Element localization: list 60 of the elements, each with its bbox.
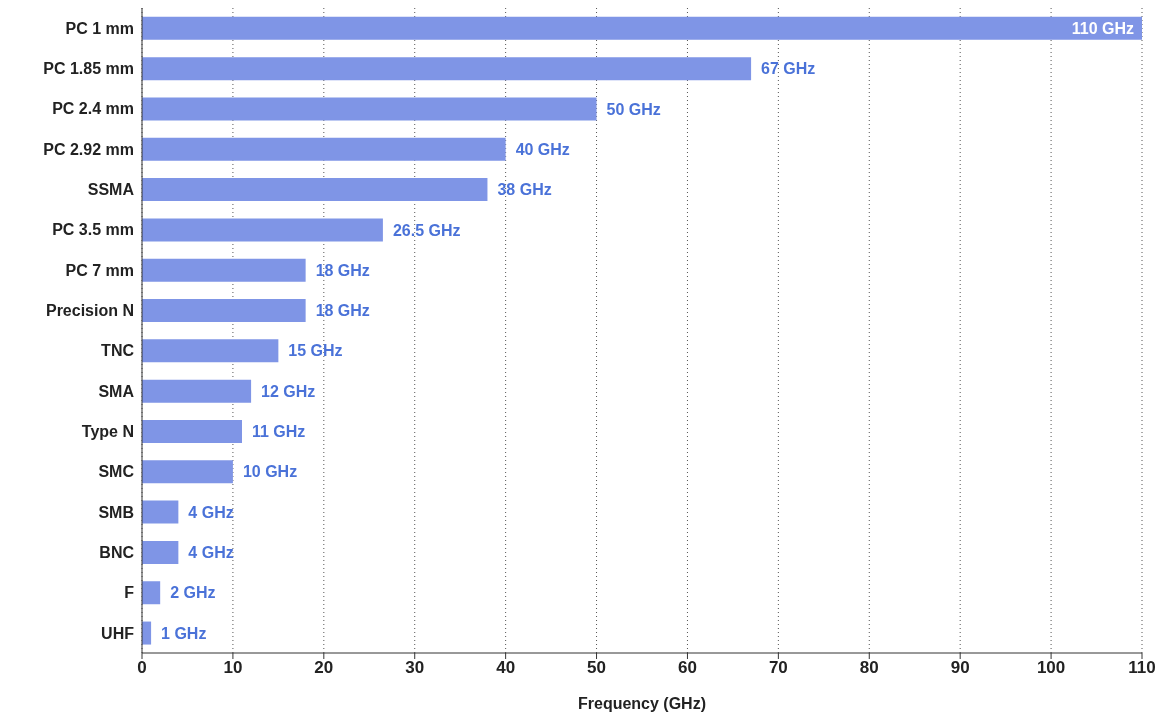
data-label: 67 GHz [761, 60, 816, 78]
x-tick-label: 70 [768, 658, 788, 678]
data-label: 11 GHz [252, 423, 306, 441]
data-label: 12 GHz [261, 382, 316, 400]
y-tick-label: Type N [81, 422, 134, 440]
data-label: 2 GHz [170, 584, 216, 602]
y-tick-label: SMC [98, 463, 135, 481]
data-label: 15 GHz [288, 342, 343, 360]
data-label: 26.5 GHz [392, 221, 461, 239]
bar [142, 500, 179, 524]
x-tick-label: 30 [405, 658, 425, 678]
bar [142, 460, 233, 484]
x-tick-label: 50 [587, 658, 607, 678]
y-tick-label: PC 2.4 mm [52, 100, 134, 118]
y-tick-label: PC 1 mm [65, 19, 134, 37]
data-label: 4 GHz [188, 503, 234, 521]
y-tick-label: TNC [101, 342, 135, 360]
data-label: 50 GHz [606, 100, 661, 118]
bar [142, 16, 1142, 40]
x-tick-label: 10 [223, 658, 243, 678]
data-label: 10 GHz [242, 463, 298, 481]
y-tick-label: F [124, 584, 135, 602]
y-tick-label: SMA [98, 382, 135, 400]
bar [142, 97, 597, 121]
x-tick-label: 90 [950, 658, 970, 678]
y-tick-label: SSMA [87, 181, 135, 199]
bar [142, 218, 383, 242]
bar [142, 581, 161, 605]
data-label: 38 GHz [497, 181, 552, 199]
y-tick-label: PC 3.5 mm [52, 221, 134, 239]
data-label: 18 GHz [315, 261, 370, 279]
x-tick-label: 100 [1036, 658, 1066, 678]
bar [142, 540, 179, 564]
y-tick-label: PC 1.85 mm [43, 60, 134, 78]
bar [142, 339, 279, 363]
data-label: 18 GHz [315, 302, 370, 320]
bar [142, 299, 306, 323]
y-tick-label: PC 2.92 mm [43, 140, 134, 158]
y-tick-label: UHF [101, 624, 135, 642]
y-tick-label: SMB [98, 503, 134, 521]
data-label: 4 GHz [188, 544, 234, 562]
x-tick-label: 20 [314, 658, 334, 678]
bar [142, 178, 488, 202]
x-tick-label: 0 [137, 658, 147, 678]
data-label: 1 GHz [161, 624, 207, 642]
bar [142, 258, 306, 282]
data-label: 110 GHz [1071, 19, 1134, 37]
bar [142, 137, 506, 161]
x-tick-label: 60 [677, 658, 697, 678]
data-label: 40 GHz [515, 140, 570, 158]
y-tick-label: PC 7 mm [65, 261, 134, 279]
x-tick-label: 40 [496, 658, 516, 678]
y-tick-label: BNC [99, 543, 135, 561]
bar [142, 57, 752, 81]
bar [142, 419, 242, 443]
bar [142, 379, 252, 403]
x-axis-title: Frequency (GHz) [577, 695, 707, 712]
y-tick-label: Precision N [45, 302, 134, 320]
x-tick-label: 80 [859, 658, 879, 678]
x-tick-label: 110 [1128, 658, 1156, 678]
